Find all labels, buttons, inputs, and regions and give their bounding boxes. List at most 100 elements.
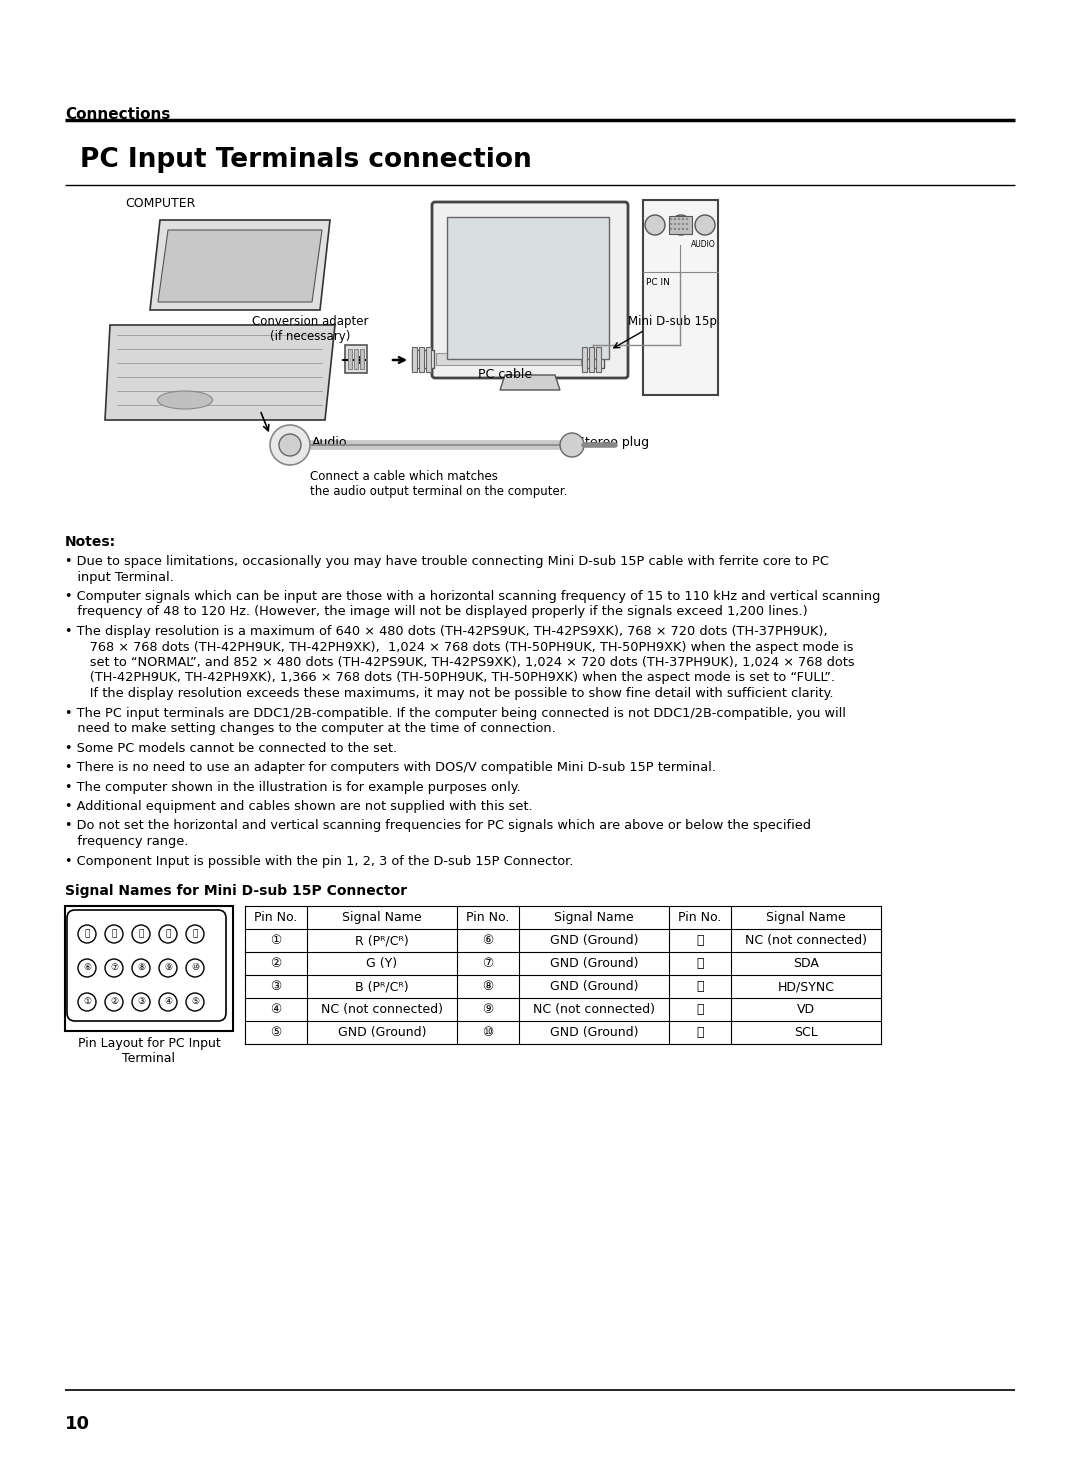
Circle shape [270, 424, 310, 464]
Circle shape [674, 217, 676, 220]
Circle shape [159, 924, 177, 944]
Bar [65, 907, 233, 1031]
Text: • Computer signals which can be input are those with a horizontal scanning frequ: • Computer signals which can be input ar… [65, 590, 880, 603]
Text: ⑦: ⑦ [483, 957, 494, 970]
Text: 768 × 768 dots (TH-42PH9UK, TH-42PH9XK),  1,024 × 768 dots (TH-50PH9UK, TH-50PH9: 768 × 768 dots (TH-42PH9UK, TH-42PH9XK),… [65, 640, 853, 654]
Text: frequency range.: frequency range. [65, 836, 188, 847]
Text: ⑭: ⑭ [697, 1003, 704, 1016]
Text: ⑦: ⑦ [110, 963, 118, 973]
Text: ③: ③ [270, 981, 282, 992]
Circle shape [670, 223, 672, 225]
Text: (TH-42PH9UK, TH-42PH9XK), 1,366 × 768 dots (TH-50PH9UK, TH-50PH9XK) when the asp: (TH-42PH9UK, TH-42PH9XK), 1,366 × 768 do… [65, 671, 835, 685]
Text: ⑥: ⑥ [83, 963, 91, 973]
Circle shape [670, 217, 672, 220]
Text: If the display resolution exceeds these maximums, it may not be possible to show: If the display resolution exceeds these … [65, 688, 834, 700]
Text: ⑫: ⑫ [697, 957, 704, 970]
Circle shape [678, 217, 680, 220]
Polygon shape [500, 376, 561, 390]
Text: Pin Layout for PC Input
Terminal: Pin Layout for PC Input Terminal [78, 1037, 220, 1065]
Text: ⑧: ⑧ [483, 981, 494, 992]
Circle shape [78, 958, 96, 978]
Bar [354, 349, 357, 368]
Circle shape [686, 223, 688, 225]
Text: Pin No.: Pin No. [254, 911, 298, 924]
Circle shape [279, 433, 301, 456]
Text: • The PC input terminals are DDC1/2B-compatible. If the computer being connected: • The PC input terminals are DDC1/2B-com… [65, 707, 846, 719]
Text: PC IN: PC IN [646, 278, 670, 287]
Text: Signal Name: Signal Name [554, 911, 634, 924]
Text: G (Y): G (Y) [366, 957, 397, 970]
Circle shape [674, 228, 676, 231]
Text: ⑪: ⑪ [697, 935, 704, 947]
Text: • Do not set the horizontal and vertical scanning frequencies for PC signals whi: • Do not set the horizontal and vertical… [65, 819, 811, 833]
Circle shape [686, 217, 688, 220]
Text: Signal Name: Signal Name [342, 911, 422, 924]
Circle shape [186, 992, 204, 1012]
Text: • There is no need to use an adapter for computers with DOS/V compatible Mini D-: • There is no need to use an adapter for… [65, 762, 716, 774]
Text: Connections: Connections [65, 106, 171, 121]
Circle shape [686, 228, 688, 231]
Text: Conversion adapter
(if necessary): Conversion adapter (if necessary) [252, 315, 368, 343]
Circle shape [681, 228, 685, 231]
Circle shape [186, 924, 204, 944]
Bar [411, 348, 417, 373]
Bar [345, 345, 367, 373]
Bar [419, 348, 424, 373]
Circle shape [678, 223, 680, 225]
Circle shape [159, 992, 177, 1012]
FancyBboxPatch shape [67, 910, 226, 1021]
Text: ①: ① [270, 935, 282, 947]
Text: ③: ③ [137, 997, 145, 1007]
Text: ⑤: ⑤ [191, 997, 199, 1007]
Text: • Some PC models cannot be connected to the set.: • Some PC models cannot be connected to … [65, 741, 397, 754]
Circle shape [678, 228, 680, 231]
Circle shape [670, 228, 672, 231]
Text: GND (Ground): GND (Ground) [550, 981, 638, 992]
Text: ⑫: ⑫ [111, 929, 117, 939]
Bar [348, 349, 352, 368]
Bar [360, 349, 364, 368]
Text: PC Input Terminals connection: PC Input Terminals connection [80, 146, 531, 173]
Circle shape [78, 992, 96, 1012]
Text: Signal Name: Signal Name [766, 911, 846, 924]
Text: NC (not connected): NC (not connected) [534, 1003, 654, 1016]
Text: set to “NORMAL”, and 852 × 480 dots (TH-42PS9UK, TH-42PS9XK), 1,024 × 720 dots (: set to “NORMAL”, and 852 × 480 dots (TH-… [65, 657, 854, 669]
Text: ⑧: ⑧ [137, 963, 145, 973]
Circle shape [645, 214, 665, 235]
Text: PC cable: PC cable [478, 368, 532, 382]
Text: SDA: SDA [793, 957, 819, 970]
Text: ⑤: ⑤ [270, 1026, 282, 1040]
Text: Pin No.: Pin No. [467, 911, 510, 924]
Bar [596, 348, 600, 373]
Text: VD: VD [797, 1003, 815, 1016]
Circle shape [105, 924, 123, 944]
Text: ⑮: ⑮ [192, 929, 198, 939]
Circle shape [561, 433, 584, 457]
Text: Pin No.: Pin No. [678, 911, 721, 924]
Text: Signal Names for Mini D-sub 15P Connector: Signal Names for Mini D-sub 15P Connecto… [65, 884, 407, 898]
Circle shape [105, 992, 123, 1012]
Circle shape [105, 958, 123, 978]
Bar [669, 216, 692, 234]
Circle shape [671, 214, 691, 235]
Text: GND (Ground): GND (Ground) [550, 957, 638, 970]
Bar [582, 351, 604, 368]
Text: input Terminal.: input Terminal. [65, 571, 174, 584]
Text: ⑮: ⑮ [697, 1026, 704, 1040]
Text: NC (not connected): NC (not connected) [321, 1003, 443, 1016]
Text: ⑩: ⑩ [483, 1026, 494, 1040]
Text: ⑪: ⑪ [84, 929, 90, 939]
Text: • Due to space limitations, occasionally you may have trouble connecting Mini D-: • Due to space limitations, occasionally… [65, 555, 828, 568]
Text: GND (Ground): GND (Ground) [550, 935, 638, 947]
Bar [411, 351, 434, 368]
Text: ④: ④ [270, 1003, 282, 1016]
Text: NC (not connected): NC (not connected) [745, 935, 867, 947]
Text: • The computer shown in the illustration is for example purposes only.: • The computer shown in the illustration… [65, 781, 521, 794]
Text: GND (Ground): GND (Ground) [338, 1026, 427, 1040]
Circle shape [132, 924, 150, 944]
Polygon shape [150, 220, 330, 311]
Polygon shape [158, 231, 322, 302]
Text: frequency of 48 to 120 Hz. (However, the image will not be displayed properly if: frequency of 48 to 120 Hz. (However, the… [65, 605, 808, 618]
Polygon shape [105, 325, 335, 420]
Circle shape [681, 217, 685, 220]
